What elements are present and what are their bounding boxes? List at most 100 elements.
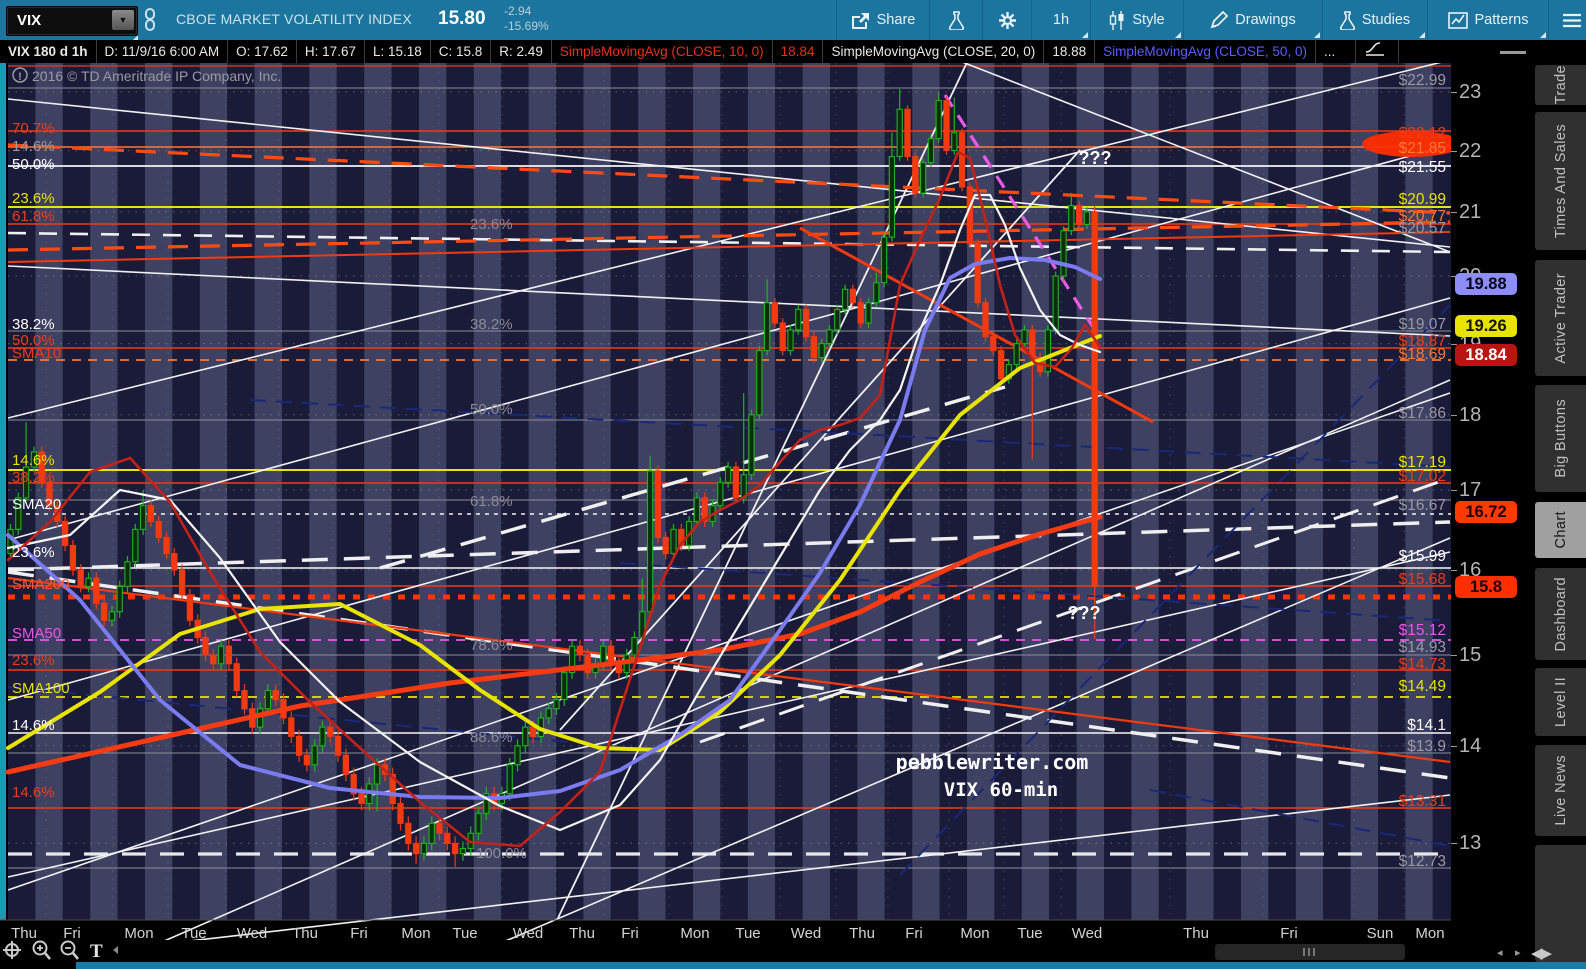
sma50-legend[interactable]: SimpleMovingAvg (CLOSE, 50, 0)	[1095, 40, 1316, 63]
sma10-legend[interactable]: SimpleMovingAvg (CLOSE, 10, 0)	[552, 40, 773, 63]
patterns-icon	[1447, 11, 1468, 29]
bar-close: C: 15.8	[431, 40, 492, 63]
zoom-out-icon[interactable]	[60, 940, 79, 960]
day-axis-label: Wed	[791, 925, 822, 942]
trendline	[7, 63, 1442, 419]
trendline	[699, 476, 1451, 744]
day-axis-label: Mon	[124, 925, 153, 942]
fib-left-label: 70.7%	[12, 120, 55, 137]
day-axis-label: Fri	[63, 925, 81, 942]
pan-tool-icon[interactable]	[3, 941, 21, 959]
day-axis-label: Mon	[680, 925, 709, 942]
axis-tick-label: 15	[1459, 643, 1482, 666]
price-level-label: $15.99	[1399, 548, 1446, 565]
sidebar-tab-chart[interactable]: Chart	[1535, 502, 1586, 558]
sma20-value: 18.88	[1044, 40, 1096, 63]
price-level-label: $14.93	[1399, 639, 1446, 656]
sidebar-collapse-icon[interactable]: ◀▶	[1531, 945, 1552, 962]
style-button[interactable]: Style	[1090, 0, 1183, 40]
style-icon	[1110, 10, 1124, 30]
grid-menu-button[interactable]	[1548, 0, 1586, 40]
price-level-label: $20.57	[1399, 220, 1446, 237]
price-level-label: $17.02	[1399, 468, 1446, 485]
day-axis-label: Tue	[735, 925, 760, 942]
sidebar-tab-big-buttons[interactable]: Big Buttons	[1535, 385, 1586, 492]
day-axis-label: Fri	[621, 925, 639, 942]
fib-mid-label: 50.0%	[470, 401, 513, 418]
price-level-label: $13.31	[1399, 793, 1446, 810]
scroll-left-arrow[interactable]: ◂	[1497, 947, 1503, 959]
trendline	[619, 562, 1451, 622]
text-tool-icon[interactable]: T	[90, 941, 103, 962]
symbol-dropdown-button[interactable]: ▼	[112, 10, 134, 30]
gear-icon	[998, 11, 1016, 29]
study-curve-icon[interactable]	[1355, 40, 1400, 63]
price-level-label: $20.77	[1399, 208, 1446, 225]
sidebar-tab-trade[interactable]: Trade	[1535, 65, 1586, 105]
zoom-in-icon[interactable]	[32, 940, 51, 960]
studies-button[interactable]: Studies	[1322, 0, 1427, 40]
left-edge	[0, 63, 6, 920]
flask-icon	[948, 10, 964, 30]
trendline	[7, 231, 1451, 254]
axis-price-bubble: 19.26	[1455, 314, 1517, 337]
trendline	[379, 385, 1006, 570]
timeframe-button[interactable]: 1h	[1031, 0, 1090, 40]
price-level-label: $20.99	[1399, 191, 1446, 208]
patterns-button[interactable]: Patterns	[1427, 0, 1548, 40]
bar-high: H: 17.67	[297, 40, 365, 63]
symbol-input[interactable]: VIX ▼	[6, 6, 138, 41]
day-axis-label: Thu	[292, 925, 318, 942]
trendline	[7, 231, 1451, 263]
sma20-legend[interactable]: SimpleMovingAvg (CLOSE, 20, 0)	[823, 40, 1045, 63]
trendline	[7, 794, 1451, 962]
share-button[interactable]: Share	[836, 0, 929, 40]
price-level-label: $14.49	[1399, 678, 1446, 695]
watermark-line2: VIX 60-min	[944, 779, 1058, 801]
candles	[7, 89, 1098, 867]
fib-mid-label: 61.8%	[470, 493, 513, 510]
bottom-toolbar: T	[0, 940, 1451, 962]
price-axis[interactable]: 232221201918171615141319.8819.2618.8416.…	[1451, 63, 1529, 962]
analyze-button[interactable]	[929, 0, 982, 40]
sidebar-tab-live-news[interactable]: Live News	[1535, 745, 1586, 836]
sidebar-tab-empty[interactable]	[1535, 845, 1586, 962]
day-axis-label: Thu	[569, 925, 595, 942]
chart-scrollbar[interactable]	[1215, 944, 1405, 960]
fib-mid-label: 88.6%	[470, 729, 513, 746]
sidebar-tab-level-ii[interactable]: Level II	[1535, 668, 1586, 736]
price-chart[interactable]: ! 2016 © TD Ameritrade IP Company, Inc. 70…	[0, 63, 1451, 962]
day-axis-label: Thu	[11, 925, 37, 942]
trendline	[7, 265, 1451, 337]
fib-mid-label: 100.0%	[476, 845, 527, 862]
fib-left-label: 14.6%	[12, 784, 55, 801]
axis-tick-label: 16	[1459, 558, 1482, 581]
status-strip	[76, 962, 1586, 969]
flask-icon	[1339, 10, 1355, 30]
axis-tick-label: 18	[1459, 403, 1482, 426]
fib-mid-label: 78.6%	[470, 637, 513, 654]
sidebar-tab-dashboard[interactable]: Dashboard	[1535, 568, 1586, 660]
fib-left-label: SMA20	[12, 496, 61, 513]
more-studies[interactable]: ...	[1323, 44, 1336, 59]
scroll-right-arrow[interactable]: ▸	[1515, 947, 1521, 959]
bar-open: O: 17.62	[228, 40, 297, 63]
sidebar-tab-times-and-sales[interactable]: Times And Sales	[1535, 112, 1586, 250]
link-icon[interactable]	[143, 8, 157, 37]
fib-left-label: 23.6%	[12, 190, 55, 207]
fib-left-label: SMA50	[12, 625, 61, 642]
settings-button[interactable]	[982, 0, 1031, 40]
question-annotation: ???	[1068, 603, 1101, 623]
axis-price-bubble: 16.72	[1455, 500, 1517, 523]
ma-sma10	[6, 150, 1102, 848]
fib-left-label: SMA200	[12, 576, 70, 593]
drawings-button[interactable]: Drawings	[1183, 0, 1322, 40]
price-level-label: $15.68	[1399, 571, 1446, 588]
ma-sma50	[6, 256, 1102, 800]
collapse-left-icon[interactable]	[113, 946, 118, 954]
price-level-label: $19.07	[1399, 316, 1446, 333]
symbol-description: CBOE MARKET VOLATILITY INDEX	[176, 11, 412, 27]
sidebar-tab-active-trader[interactable]: Active Trader	[1535, 260, 1586, 376]
axis-top-dash	[1500, 51, 1526, 54]
